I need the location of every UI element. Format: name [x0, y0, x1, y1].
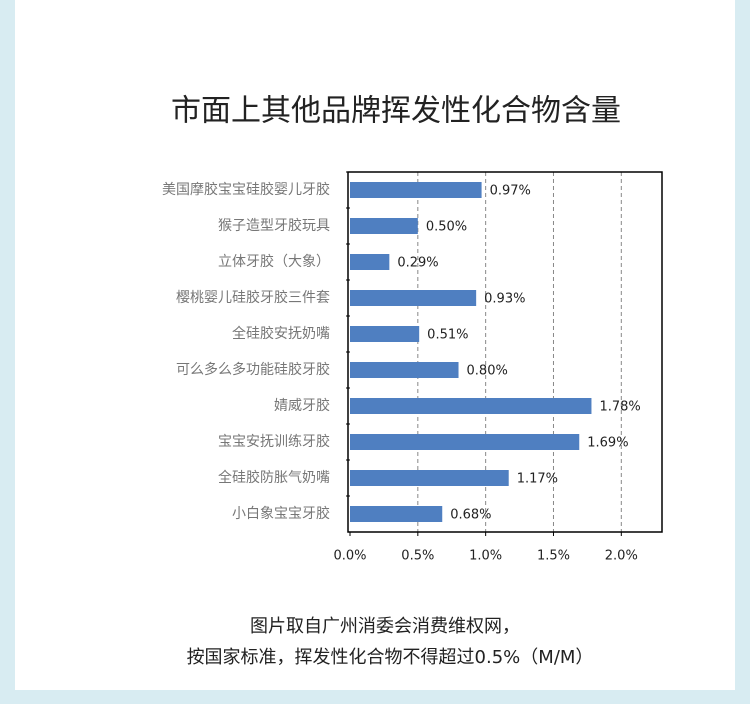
bar	[350, 254, 390, 270]
bar	[350, 218, 418, 234]
panel	[15, 0, 735, 690]
note: 按国家标准，挥发性化合物不得超过0.5%（M/M）	[187, 647, 594, 668]
note: 图片取自广州消委会消费维权网，	[250, 616, 520, 637]
value-label: 0.51%	[427, 328, 468, 343]
bar	[350, 434, 580, 450]
bar	[350, 506, 443, 522]
y-tick-label: 小白象宝宝牙胶	[232, 505, 330, 522]
x-tick-label: 0.0%	[333, 549, 366, 564]
x-tick-label: 0.5%	[401, 549, 434, 564]
x-tick-label: 1.5%	[537, 549, 570, 564]
bar	[350, 470, 509, 486]
value-label: 0.50%	[426, 220, 467, 235]
value-label: 0.97%	[490, 184, 531, 199]
y-tick-label: 全硅胶安抚奶嘴	[232, 325, 330, 342]
value-label: 1.78%	[599, 400, 640, 415]
chart-title: 市面上其他品牌挥发性化合物含量	[171, 94, 621, 129]
bar	[350, 362, 459, 378]
value-label: 0.80%	[467, 364, 508, 379]
value-label: 1.69%	[587, 436, 628, 451]
y-tick-label: 樱桃婴儿硅胶牙胶三件套	[176, 289, 330, 306]
bar	[350, 182, 482, 198]
bar	[350, 398, 592, 414]
bar	[350, 290, 477, 306]
y-tick-label: 猴子造型牙胶玩具	[218, 217, 330, 234]
value-label: 1.17%	[517, 472, 558, 487]
plot-frame	[347, 171, 663, 533]
y-tick-label: 全硅胶防胀气奶嘴	[218, 469, 330, 486]
y-tick-label: 可么多么多功能硅胶牙胶	[176, 361, 330, 378]
value-label: 0.29%	[397, 256, 438, 271]
x-tick-label: 1.0%	[469, 549, 502, 564]
y-tick-label: 立体牙胶（大象）	[218, 253, 330, 270]
y-tick-label: 美国摩胶宝宝硅胶婴儿牙胶	[162, 181, 330, 198]
x-tick-label: 2.0%	[605, 549, 638, 564]
y-tick-label: 婧威牙胶	[274, 397, 330, 414]
y-tick-label: 宝宝安抚训练牙胶	[218, 433, 330, 450]
value-label: 0.93%	[484, 292, 525, 307]
bar	[350, 326, 420, 342]
value-label: 0.68%	[450, 508, 491, 523]
